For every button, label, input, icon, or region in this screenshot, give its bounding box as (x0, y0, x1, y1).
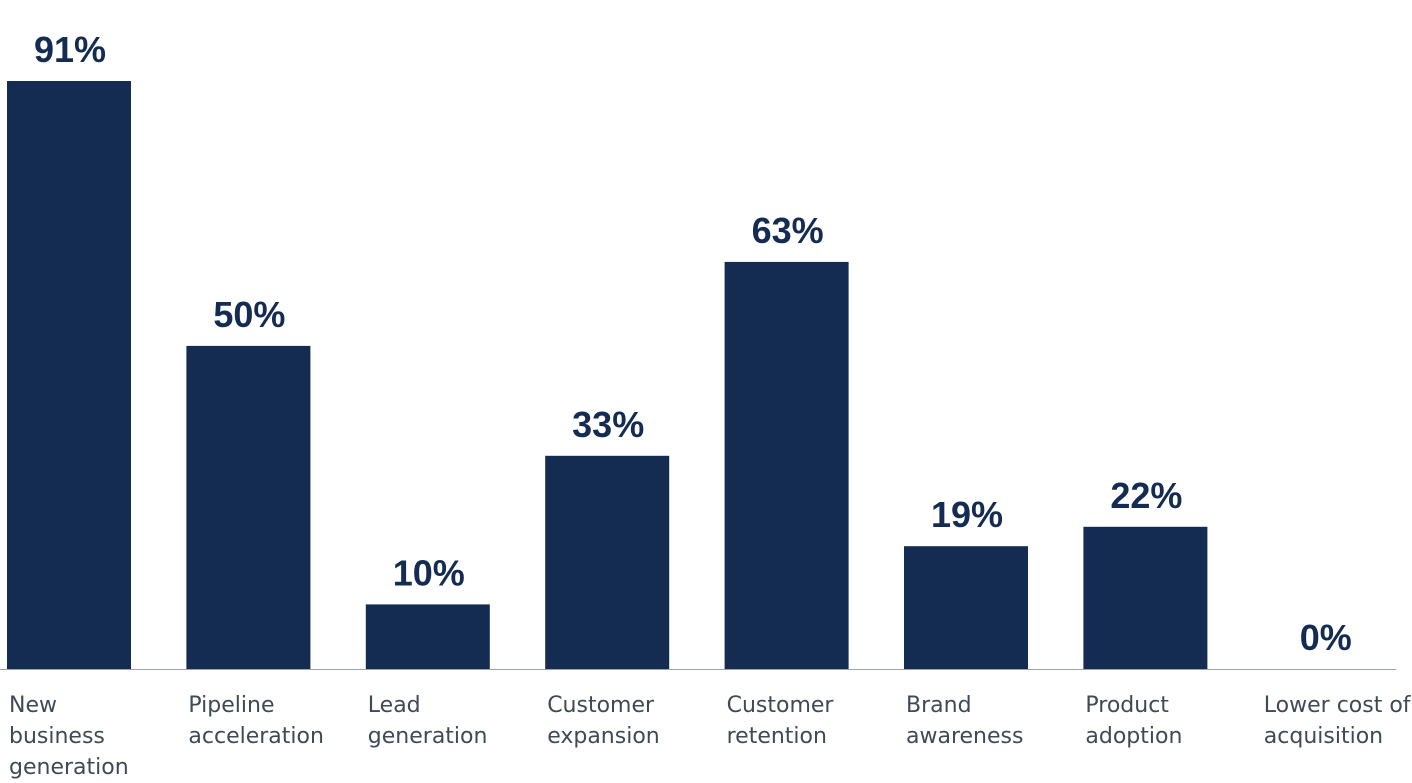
category-label: Customer retention (726, 693, 834, 749)
data-label: 33% (572, 404, 644, 445)
bar (724, 261, 849, 669)
category-label: Pipeline acceleration (188, 693, 324, 749)
category-label: Lead generation (367, 693, 488, 749)
data-label: 91% (34, 29, 106, 70)
data-label: 19% (931, 494, 1003, 535)
bar (1083, 526, 1208, 669)
category-label: New business generation (9, 693, 129, 780)
bar (7, 81, 131, 669)
category-label: Product adoption (1085, 693, 1183, 749)
category-label: Customer expansion (547, 693, 660, 749)
data-label: 0% (1300, 617, 1352, 658)
data-label: 50% (213, 294, 285, 335)
data-label: 10% (393, 552, 465, 593)
bar (904, 546, 1028, 669)
data-label: 63% (752, 210, 824, 251)
bar (186, 345, 311, 669)
category-label: Brand awareness (906, 693, 1024, 749)
bar (365, 604, 490, 669)
data-label: 22% (1110, 475, 1182, 516)
bar (545, 455, 670, 669)
category-label: Lower cost of acquisition (1263, 693, 1411, 749)
